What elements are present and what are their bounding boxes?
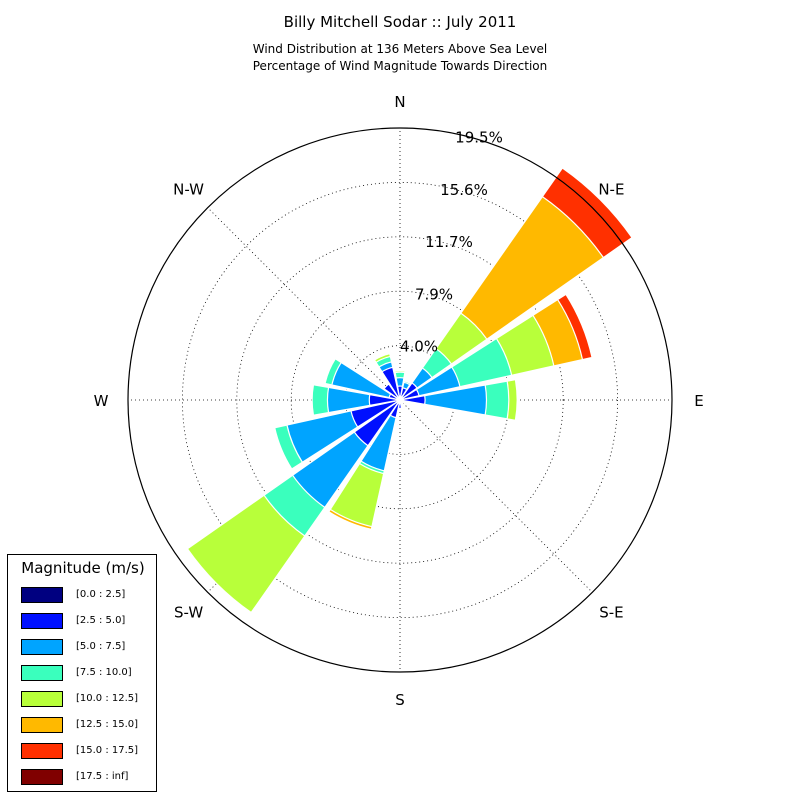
legend-swatch bbox=[21, 691, 63, 707]
legend-swatch bbox=[21, 665, 63, 681]
direction-label: N-W bbox=[173, 181, 204, 199]
chart-subtitle-line1: Wind Distribution at 136 Meters Above Se… bbox=[252, 42, 548, 56]
legend-swatch bbox=[21, 639, 63, 655]
direction-label: E bbox=[694, 392, 703, 410]
wind-sector-bin bbox=[397, 396, 401, 401]
grid-ring bbox=[290, 290, 510, 510]
ring-label: 4.0% bbox=[400, 338, 438, 356]
axis-labels: N N-E E S-E S S-W W N-W 4.0% 7.9% 11.7% 15.6% 19.5% bbox=[94, 93, 704, 709]
legend-label: [10.0 : 12.5] bbox=[76, 693, 139, 704]
wind-sector-bin bbox=[396, 385, 404, 401]
legend-swatch bbox=[21, 717, 63, 733]
wind-sector-bin bbox=[381, 366, 401, 401]
ring-label: 15.6% bbox=[440, 181, 488, 199]
legend-swatch bbox=[21, 743, 63, 759]
wind-sector-bin bbox=[399, 388, 420, 401]
ring-label: 19.5% bbox=[455, 129, 503, 147]
wind-sector-bin bbox=[399, 394, 426, 406]
legend-swatch bbox=[21, 587, 63, 603]
wind-sector-bin bbox=[399, 382, 418, 401]
legend-label: [7.5 : 10.0] bbox=[76, 667, 132, 678]
wind-sector-bin bbox=[350, 399, 401, 428]
wind-sector-bin bbox=[399, 384, 488, 416]
direction-label: N-E bbox=[598, 181, 624, 199]
grid-spoke bbox=[399, 399, 593, 593]
wind-sectors bbox=[186, 167, 633, 614]
chart-title: Billy Mitchell Sodar :: July 2011 bbox=[283, 13, 517, 31]
wind-sector-bin bbox=[368, 393, 401, 407]
grid-ring bbox=[236, 236, 564, 564]
direction-label: S-E bbox=[599, 603, 623, 621]
wind-sector-bin bbox=[326, 386, 401, 414]
legend-label: [15.0 : 17.5] bbox=[76, 745, 139, 756]
legend-label: [0.0 : 2.5] bbox=[76, 589, 126, 600]
legend-label: [17.5 : inf] bbox=[76, 771, 129, 782]
legend-title: Magnitude (m/s) bbox=[21, 559, 145, 577]
direction-label: S bbox=[395, 691, 405, 709]
chart-subtitle-line2: Percentage of Wind Magnitude Towards Dir… bbox=[252, 59, 548, 73]
ring-label: 7.9% bbox=[415, 285, 453, 303]
direction-label: S-W bbox=[174, 603, 203, 621]
grid-ring bbox=[181, 181, 619, 619]
outer-ring bbox=[127, 127, 673, 673]
wind-sector-bin bbox=[331, 361, 401, 401]
ring-label: 11.7% bbox=[425, 233, 473, 251]
grid-spoke bbox=[207, 207, 401, 401]
legend: Magnitude (m/s) [0.0 : 2.5] [2.5 : 5.0] [5… bbox=[7, 554, 157, 792]
legend-swatch bbox=[21, 769, 63, 785]
legend-swatch bbox=[21, 613, 63, 629]
direction-label: W bbox=[94, 392, 109, 410]
legend-label: [12.5 : 15.0] bbox=[76, 719, 139, 730]
wind-sector-bin bbox=[353, 399, 401, 447]
wind-sector-bin bbox=[360, 399, 401, 472]
wind-sector-bin bbox=[383, 383, 401, 401]
legend-label: [5.0 : 7.5] bbox=[76, 641, 126, 652]
direction-label: N bbox=[394, 93, 405, 111]
outer-circle bbox=[127, 127, 673, 673]
legend-label: [2.5 : 5.0] bbox=[76, 615, 126, 626]
